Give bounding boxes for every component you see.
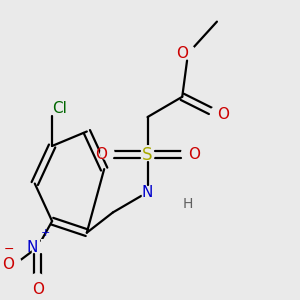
Text: O: O	[180, 145, 196, 164]
Text: Cl: Cl	[52, 101, 67, 116]
Text: N: N	[140, 183, 156, 202]
Text: O: O	[2, 257, 14, 272]
Text: H: H	[182, 197, 193, 211]
Text: O: O	[6, 255, 23, 274]
Text: N: N	[29, 238, 46, 257]
Text: O: O	[188, 147, 200, 162]
Text: O: O	[95, 147, 107, 162]
Text: O: O	[32, 282, 44, 297]
Text: O: O	[180, 44, 196, 63]
Text: +: +	[40, 229, 50, 238]
Text: O: O	[29, 272, 46, 291]
Text: N: N	[26, 240, 38, 255]
Text: S: S	[142, 146, 153, 164]
Text: O: O	[176, 46, 188, 61]
Text: O: O	[208, 105, 225, 124]
Text: O: O	[99, 145, 116, 164]
Text: Cl: Cl	[42, 99, 63, 118]
Text: O: O	[217, 107, 229, 122]
Text: S: S	[140, 145, 155, 165]
Text: N: N	[142, 185, 153, 200]
Text: −: −	[4, 243, 14, 256]
